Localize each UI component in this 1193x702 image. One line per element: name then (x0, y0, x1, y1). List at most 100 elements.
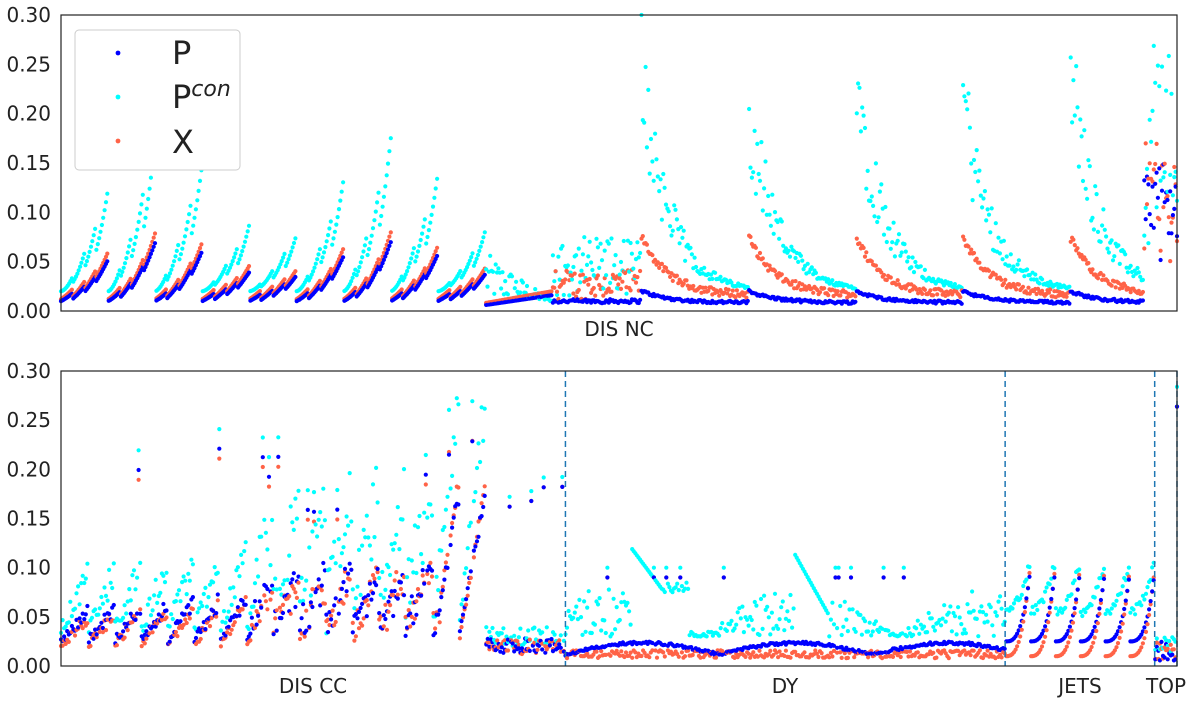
bottom-point-pcon (301, 598, 306, 604)
top-point-pcon (1091, 227, 1096, 232)
bottom-point-x (762, 655, 767, 660)
bottom-point-pcon (684, 580, 689, 585)
top-point-x (1046, 290, 1051, 295)
top-point-pcon (417, 243, 422, 248)
bottom-point-pcon (850, 607, 855, 612)
top-point-pcon (646, 87, 651, 92)
top-point-pcon (99, 222, 104, 228)
top-point-pcon (1110, 258, 1116, 263)
top-point-x (341, 247, 346, 252)
bottom-point-pcon (939, 623, 944, 628)
bottom-point-pcon (1055, 612, 1060, 617)
top-point-pcon (554, 292, 560, 297)
bottom-point-p (316, 577, 321, 582)
top-point-pcon (666, 209, 671, 214)
top-point-pcon (524, 283, 530, 289)
bottom-point-pcon (130, 573, 135, 578)
bottom-point-pcon (344, 514, 349, 519)
top-point-pcon (514, 279, 519, 284)
bottom-point-pcon (231, 585, 236, 590)
top-point-pcon (323, 245, 328, 250)
top-point-pcon (473, 260, 478, 265)
top-point-x (1086, 260, 1091, 266)
top-point-x (563, 277, 568, 282)
top-point-x (387, 234, 392, 239)
bottom-point-p (291, 571, 296, 576)
bottom-point-x (783, 648, 789, 653)
bottom-point-x (931, 650, 936, 655)
bottom-point-p (543, 650, 548, 655)
top-point-pcon (245, 229, 250, 234)
top-point-pcon (520, 280, 526, 285)
top-point-pcon (1098, 239, 1103, 244)
bottom-point-x (1165, 646, 1170, 652)
bottom-point-pcon (605, 565, 610, 570)
top-point-pcon (1150, 108, 1155, 113)
bottom-point-p (310, 604, 315, 610)
bottom-point-pcon (304, 578, 309, 583)
bottom-point-x (1119, 629, 1124, 634)
bottom-point-pcon (243, 540, 248, 545)
top-point-pcon (370, 226, 376, 231)
bottom-point-p (1039, 631, 1045, 637)
bottom-point-pcon (453, 441, 458, 446)
bottom-point-x (1038, 647, 1043, 652)
top-point-p (146, 258, 151, 263)
bottom-point-pcon (675, 581, 680, 586)
top-point-pcon (590, 267, 595, 273)
top-point-pcon (1090, 215, 1095, 220)
top-point-x (470, 277, 475, 282)
bottom-point-x (144, 636, 149, 641)
top-point-p (1146, 182, 1151, 187)
bottom-point-x (297, 636, 303, 642)
bottom-point-pcon (1010, 606, 1015, 611)
bottom-point-x (356, 626, 362, 631)
bottom-point-x (1015, 644, 1020, 649)
bottom-point-p (178, 619, 183, 624)
bottom-point-p (342, 566, 348, 572)
bottom-point-pcon (280, 582, 286, 587)
bottom-point-x (415, 587, 421, 592)
bottom-point-pcon (262, 517, 267, 522)
bottom-point-pcon (263, 530, 268, 535)
bottom-point-pcon (484, 625, 489, 630)
top-point-pcon (135, 227, 140, 232)
top-point-pcon (629, 251, 635, 256)
bottom-point-p (339, 586, 344, 592)
bottom-point-x (619, 649, 624, 654)
top-point-x (789, 282, 794, 287)
bottom-point-p (290, 577, 295, 582)
bottom-point-pcon (667, 585, 672, 590)
bottom-point-p (1075, 587, 1080, 592)
top-point-pcon (1014, 267, 1019, 272)
bottom-point-x (608, 653, 613, 658)
top-point-x (1075, 246, 1080, 251)
bottom-point-p (678, 575, 683, 580)
bottom-point-pcon (169, 612, 174, 617)
bottom-point-pcon (72, 606, 78, 611)
top-point-x (576, 287, 581, 293)
top-point-p (384, 251, 389, 256)
bottom-point-pcon (237, 574, 242, 579)
bottom-point-pcon (360, 543, 365, 548)
bottom-point-pcon (363, 535, 368, 540)
top-point-pcon (1033, 272, 1038, 277)
top-point-pcon (136, 219, 141, 224)
top-point-pcon (377, 222, 382, 227)
top-point-x (966, 244, 971, 249)
bottom-point-p (676, 643, 681, 648)
bottom-point-p (392, 588, 397, 594)
bottom-point-pcon (346, 523, 351, 528)
bottom-point-pcon (164, 570, 169, 575)
bottom-point-x (428, 560, 433, 566)
bottom-point-p (99, 620, 104, 625)
bottom-point-p (721, 575, 726, 580)
bottom-point-pcon (678, 565, 683, 570)
bottom-point-p (848, 575, 854, 580)
bottom-point-pcon (772, 591, 778, 596)
top-point-p (853, 299, 858, 304)
bottom-point-p (1002, 646, 1007, 651)
top-point-pcon (673, 207, 678, 212)
bottom-point-x (433, 626, 438, 631)
bottom-point-x (816, 654, 821, 660)
